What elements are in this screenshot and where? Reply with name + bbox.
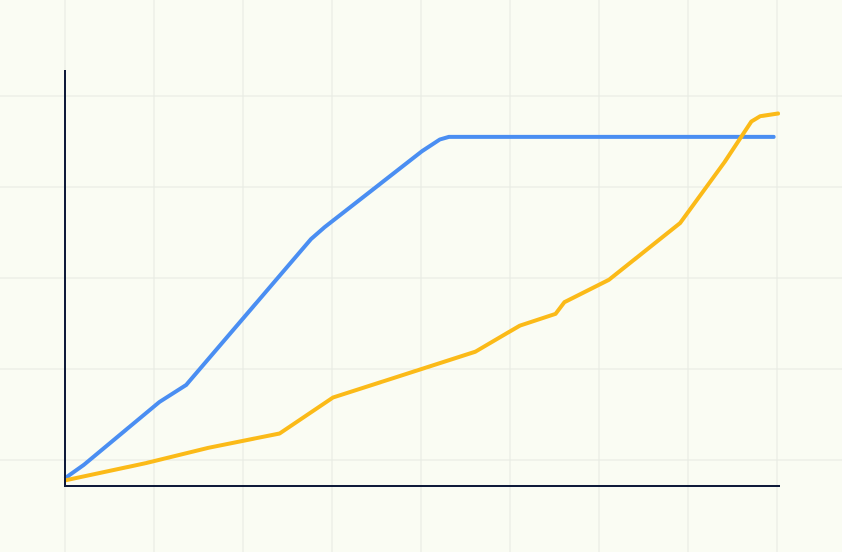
series-line-2 xyxy=(64,111,780,483)
series-group xyxy=(64,111,780,483)
series-line-1 xyxy=(64,134,776,480)
axes xyxy=(64,70,780,487)
